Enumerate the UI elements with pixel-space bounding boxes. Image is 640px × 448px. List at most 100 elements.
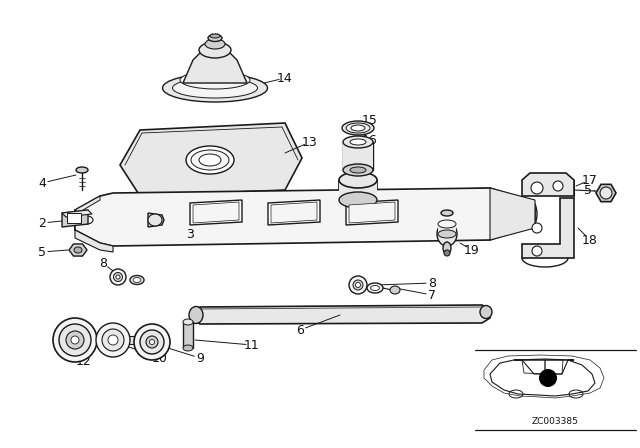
- Circle shape: [531, 182, 543, 194]
- Polygon shape: [192, 305, 490, 324]
- Polygon shape: [522, 198, 574, 258]
- Text: 18: 18: [582, 233, 598, 246]
- Text: 4: 4: [38, 177, 46, 190]
- Ellipse shape: [441, 210, 453, 216]
- Polygon shape: [522, 173, 574, 196]
- Polygon shape: [75, 188, 535, 246]
- Text: 10: 10: [152, 352, 168, 365]
- Polygon shape: [69, 244, 87, 256]
- Ellipse shape: [96, 323, 130, 357]
- Polygon shape: [62, 210, 88, 227]
- Polygon shape: [120, 123, 302, 196]
- Polygon shape: [268, 200, 320, 225]
- Ellipse shape: [148, 214, 162, 226]
- Ellipse shape: [191, 150, 229, 170]
- Ellipse shape: [108, 335, 118, 345]
- Ellipse shape: [437, 222, 457, 246]
- Ellipse shape: [134, 324, 170, 360]
- Ellipse shape: [339, 192, 377, 208]
- Ellipse shape: [173, 78, 257, 98]
- Ellipse shape: [343, 136, 373, 148]
- Text: 16: 16: [362, 134, 378, 146]
- Ellipse shape: [210, 34, 220, 38]
- Ellipse shape: [146, 336, 158, 348]
- Text: ZC003385: ZC003385: [532, 417, 579, 426]
- Polygon shape: [190, 200, 242, 225]
- Ellipse shape: [351, 125, 365, 131]
- Text: 15: 15: [362, 113, 378, 126]
- Ellipse shape: [183, 345, 193, 351]
- Ellipse shape: [367, 283, 383, 293]
- Text: 5: 5: [38, 246, 46, 258]
- Bar: [75, 336, 155, 344]
- Ellipse shape: [71, 336, 79, 344]
- Polygon shape: [183, 46, 247, 83]
- Polygon shape: [346, 200, 398, 225]
- Polygon shape: [271, 202, 317, 223]
- Text: 9: 9: [196, 352, 204, 365]
- Text: 8: 8: [428, 276, 436, 289]
- Ellipse shape: [438, 220, 456, 228]
- Ellipse shape: [74, 247, 82, 253]
- Text: 12: 12: [76, 354, 92, 367]
- Ellipse shape: [355, 283, 360, 288]
- Ellipse shape: [186, 146, 234, 174]
- Ellipse shape: [390, 286, 400, 294]
- Text: 17: 17: [582, 173, 598, 186]
- Text: 7: 7: [428, 289, 436, 302]
- Ellipse shape: [110, 269, 126, 285]
- Ellipse shape: [116, 275, 120, 279]
- Text: 2: 2: [38, 216, 46, 229]
- Ellipse shape: [113, 272, 122, 281]
- Circle shape: [539, 369, 557, 387]
- Circle shape: [532, 246, 542, 256]
- Text: 3: 3: [186, 228, 194, 241]
- Polygon shape: [193, 202, 239, 223]
- Ellipse shape: [342, 121, 374, 135]
- Ellipse shape: [150, 340, 154, 345]
- Ellipse shape: [199, 42, 231, 58]
- Text: 11: 11: [244, 339, 260, 352]
- Circle shape: [553, 181, 563, 191]
- Ellipse shape: [102, 329, 124, 351]
- Ellipse shape: [189, 306, 203, 323]
- Ellipse shape: [353, 280, 363, 290]
- Text: 5: 5: [584, 184, 592, 197]
- Polygon shape: [62, 210, 92, 217]
- Polygon shape: [75, 196, 100, 213]
- Text: 1: 1: [306, 203, 314, 216]
- Ellipse shape: [199, 154, 221, 166]
- Ellipse shape: [438, 230, 456, 238]
- Ellipse shape: [371, 285, 380, 290]
- Bar: [67, 213, 81, 223]
- Ellipse shape: [59, 324, 91, 356]
- Bar: [438, 224, 456, 234]
- Ellipse shape: [339, 172, 377, 188]
- Ellipse shape: [444, 250, 450, 256]
- Ellipse shape: [600, 187, 612, 199]
- Ellipse shape: [443, 242, 451, 254]
- Bar: [183, 322, 193, 348]
- Text: 8: 8: [99, 257, 107, 270]
- Polygon shape: [75, 230, 113, 252]
- Ellipse shape: [140, 330, 164, 354]
- Text: 14: 14: [277, 72, 293, 85]
- Ellipse shape: [163, 74, 268, 102]
- Ellipse shape: [346, 123, 370, 133]
- Polygon shape: [596, 184, 616, 202]
- Bar: [343, 142, 373, 170]
- Ellipse shape: [53, 318, 97, 362]
- Ellipse shape: [208, 34, 222, 42]
- Bar: [339, 180, 377, 200]
- Ellipse shape: [350, 167, 366, 173]
- Ellipse shape: [133, 277, 141, 283]
- Ellipse shape: [480, 306, 492, 319]
- Polygon shape: [490, 188, 535, 240]
- Text: 13: 13: [302, 135, 318, 148]
- Circle shape: [532, 223, 542, 233]
- Ellipse shape: [81, 216, 93, 224]
- Ellipse shape: [130, 276, 144, 284]
- Ellipse shape: [205, 39, 225, 49]
- Text: 19: 19: [464, 244, 480, 257]
- Ellipse shape: [76, 167, 88, 173]
